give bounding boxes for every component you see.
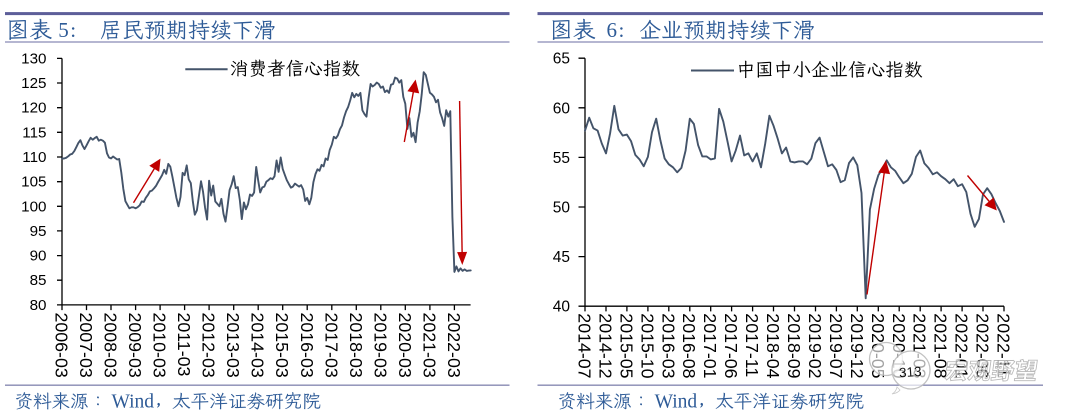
- svg-text:2016-08: 2016-08: [679, 313, 699, 378]
- svg-text:2007-03: 2007-03: [76, 313, 96, 378]
- svg-text:2019-12: 2019-12: [847, 313, 867, 378]
- svg-text:120: 120: [21, 100, 46, 117]
- svg-text:2015-10: 2015-10: [637, 313, 657, 378]
- svg-text:2019-03: 2019-03: [370, 313, 390, 378]
- svg-text:130: 130: [21, 50, 46, 67]
- svg-text:2018-03: 2018-03: [346, 313, 366, 378]
- svg-text:2012-03: 2012-03: [199, 313, 219, 378]
- svg-text:2011-03: 2011-03: [174, 313, 194, 377]
- svg-text:110: 110: [22, 149, 46, 166]
- svg-text:2010-03: 2010-03: [150, 313, 170, 378]
- svg-text:40: 40: [553, 299, 571, 316]
- svg-text:5:: 5:: [58, 18, 77, 42]
- svg-text:50: 50: [553, 200, 571, 217]
- svg-text:2014-07: 2014-07: [575, 313, 595, 378]
- svg-text:115: 115: [22, 124, 46, 141]
- svg-text:85: 85: [30, 272, 47, 289]
- svg-text:2016-03: 2016-03: [658, 313, 678, 378]
- svg-text:2006-03: 2006-03: [52, 313, 72, 378]
- svg-text:2018-09: 2018-09: [784, 313, 804, 378]
- svg-text:2017-11: 2017-11: [742, 313, 762, 377]
- svg-text:2018-04: 2018-04: [763, 313, 783, 378]
- svg-text:45: 45: [553, 249, 570, 266]
- svg-text:Wind: Wind: [112, 392, 155, 413]
- svg-text:2014-03: 2014-03: [248, 313, 268, 378]
- svg-text:105: 105: [21, 174, 46, 191]
- svg-text:80: 80: [30, 297, 47, 314]
- svg-text:2021-08: 2021-08: [931, 313, 951, 378]
- svg-text:2022-03: 2022-03: [444, 313, 464, 378]
- svg-text:2015-05: 2015-05: [616, 313, 636, 378]
- svg-text:125: 125: [21, 75, 46, 92]
- svg-text:2015-03: 2015-03: [272, 313, 292, 378]
- svg-text:2019-02: 2019-02: [805, 313, 825, 378]
- svg-text:2009-03: 2009-03: [125, 313, 145, 378]
- svg-text:60: 60: [553, 100, 571, 117]
- svg-text:2020-03: 2020-03: [395, 313, 415, 378]
- svg-text:313: 313: [899, 364, 923, 381]
- svg-text:2008-03: 2008-03: [101, 313, 121, 378]
- svg-text:2017-01: 2017-01: [700, 313, 720, 378]
- svg-text:2014-12: 2014-12: [596, 313, 616, 378]
- svg-text:95: 95: [30, 223, 47, 240]
- svg-text:55: 55: [553, 150, 570, 167]
- svg-text:2017-03: 2017-03: [321, 313, 341, 378]
- svg-text:2021-03: 2021-03: [419, 313, 439, 378]
- svg-text:90: 90: [30, 248, 47, 265]
- svg-text:2017-06: 2017-06: [721, 313, 741, 378]
- svg-text:6:: 6:: [607, 18, 626, 42]
- svg-text:2013-03: 2013-03: [223, 313, 243, 378]
- svg-text:100: 100: [21, 198, 46, 215]
- svg-text:65: 65: [553, 51, 570, 68]
- svg-text:2019-07: 2019-07: [826, 313, 846, 378]
- svg-text:2016-03: 2016-03: [297, 313, 317, 378]
